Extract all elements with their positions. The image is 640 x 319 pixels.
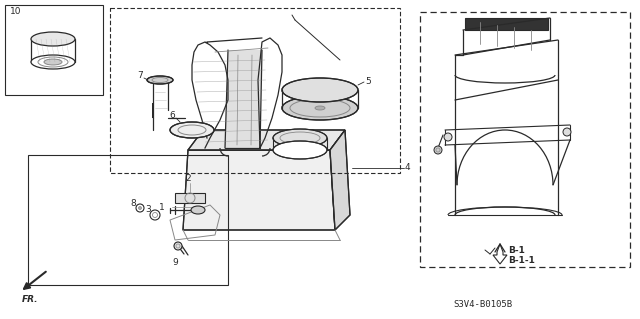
Text: S3V4-B0105B: S3V4-B0105B — [453, 300, 512, 309]
Text: B-1-1: B-1-1 — [508, 256, 535, 265]
Text: 7: 7 — [137, 70, 143, 79]
Polygon shape — [188, 130, 345, 150]
Bar — [110, 8, 400, 173]
Ellipse shape — [147, 76, 173, 84]
Circle shape — [174, 242, 182, 250]
Ellipse shape — [273, 129, 327, 147]
Bar — [175, 193, 205, 203]
Ellipse shape — [31, 32, 75, 46]
Text: 4: 4 — [405, 164, 411, 173]
Ellipse shape — [191, 206, 205, 214]
Text: 2: 2 — [185, 174, 191, 183]
Text: 5: 5 — [365, 78, 371, 86]
Text: 3: 3 — [145, 205, 151, 214]
Polygon shape — [225, 50, 262, 148]
Text: 9: 9 — [172, 258, 178, 267]
Circle shape — [444, 133, 452, 141]
Circle shape — [138, 206, 141, 210]
Bar — [28, 155, 228, 285]
Text: 10: 10 — [10, 7, 22, 16]
Circle shape — [563, 128, 571, 136]
Polygon shape — [465, 18, 548, 30]
Text: 1: 1 — [159, 204, 165, 212]
Polygon shape — [183, 150, 335, 230]
Polygon shape — [330, 130, 350, 230]
Ellipse shape — [31, 55, 75, 69]
Ellipse shape — [282, 78, 358, 102]
Text: FR.: FR. — [22, 295, 38, 305]
Circle shape — [434, 146, 442, 154]
Bar — [420, 12, 630, 267]
Ellipse shape — [282, 96, 358, 120]
Bar — [5, 5, 103, 95]
Text: 6: 6 — [169, 110, 175, 120]
Ellipse shape — [315, 106, 325, 110]
Ellipse shape — [44, 59, 62, 65]
Polygon shape — [493, 244, 507, 264]
Ellipse shape — [170, 122, 214, 138]
Text: 8: 8 — [130, 198, 136, 207]
Ellipse shape — [273, 141, 327, 159]
Text: B-1: B-1 — [508, 246, 525, 255]
